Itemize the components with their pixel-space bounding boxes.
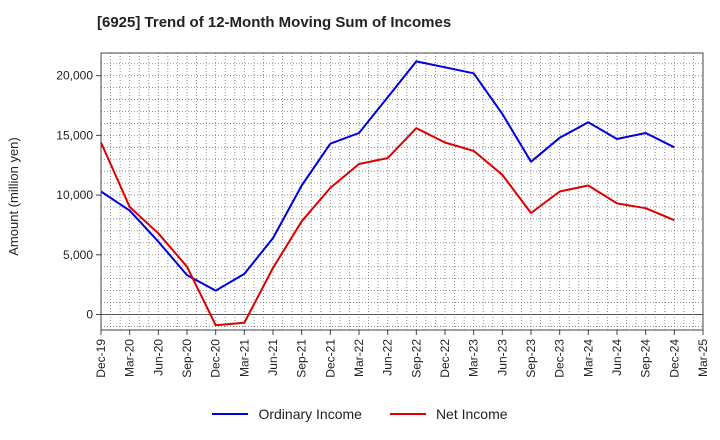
x-tick-label: Mar-21 [237,339,251,377]
chart-title: [6925] Trend of 12-Month Moving Sum of I… [97,14,452,31]
x-tick-label: Dec-20 [209,339,223,378]
legend-label-ordinary-income: Ordinary Income [258,406,362,422]
series-line-ordinary-income [100,60,675,292]
plot-frame [100,52,704,331]
x-tick-label: Dec-21 [323,339,337,378]
x-tick-label: Dec-24 [667,339,681,378]
legend-swatch-net-income [389,413,426,415]
legend-label-net-income: Net Income [435,406,508,422]
y-tick-label: 0 [86,307,93,321]
x-tick-label: Jun-21 [266,339,280,376]
x-tick-label: Jun-22 [381,339,395,376]
y-tick-label: 5,000 [63,248,93,262]
x-tick-label: Sep-21 [295,339,309,378]
y-tick-label: 20,000 [56,69,93,83]
legend: Ordinary Income Net Income [0,406,720,422]
series-layer [100,60,675,327]
grid [100,53,704,330]
x-tick-label: Dec-23 [553,339,567,378]
x-tick-label: Jun-20 [151,339,165,376]
y-axis: 0 5,000 10,000 15,000 20,000 [56,69,101,321]
legend-swatch-ordinary-income [212,413,249,415]
legend-item-net-income: Net Income [389,406,508,422]
x-tick-label: Jun-23 [495,339,509,376]
series-line-net-income [100,127,675,327]
x-tick-label: Sep-20 [180,339,194,378]
x-tick-label: Sep-22 [409,339,423,378]
x-tick-label: Dec-22 [438,339,452,378]
y-tick-label: 15,000 [56,128,93,142]
legend-item-ordinary-income: Ordinary Income [212,406,362,422]
x-tick-label: Jun-24 [610,339,624,376]
x-tick-label: Mar-24 [581,339,595,377]
y-axis-title: Amount (million yen) [6,137,21,256]
x-tick-label: Mar-20 [123,339,137,377]
x-tick-label: Dec-19 [94,339,108,378]
x-tick-label: Mar-22 [352,339,366,377]
x-tick-label: Mar-23 [467,339,481,377]
x-axis: Dec-19 Mar-20 Jun-20 Sep-20 Dec-20 Mar-21 Jun-… [94,330,710,378]
y-tick-label: 10,000 [56,188,93,202]
x-tick-label: Sep-24 [639,339,653,378]
x-tick-label: Mar-25 [696,339,710,377]
x-tick-label: Sep-23 [524,339,538,378]
